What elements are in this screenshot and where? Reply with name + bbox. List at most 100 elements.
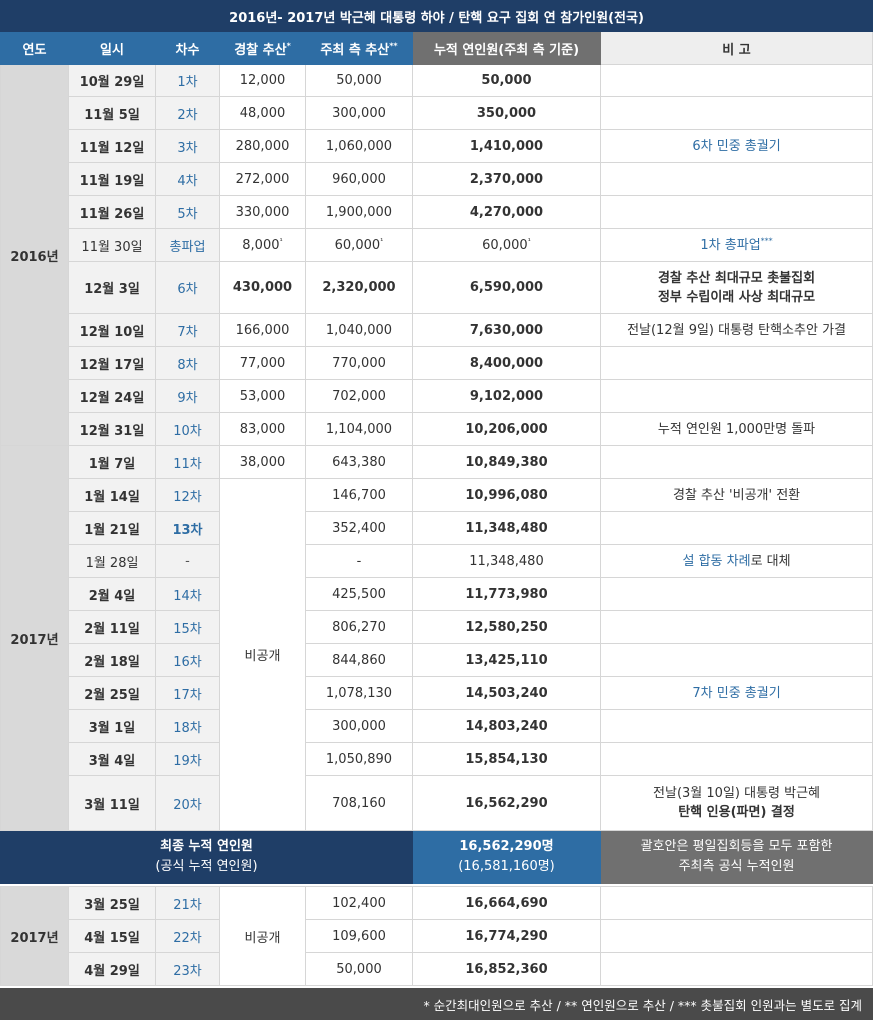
host-cell: 102,400: [305, 886, 413, 920]
host-cell: 60,000¹: [305, 228, 413, 262]
cumulative-cell: 2,370,000: [412, 162, 601, 196]
note-cell: [599, 346, 873, 380]
police-cell: 8,000¹: [219, 228, 306, 262]
note-cell: [599, 64, 873, 97]
total-note: 괄호안은 평일집회등을 모두 포함한 주최측 공식 누적인원: [599, 830, 873, 884]
cumulative-cell: 14,803,240: [412, 709, 601, 743]
date-cell: 3월 25일: [68, 886, 156, 920]
section-2017-post: 2017년 3월 25일 21차 비공개 102,400 16,664,690 4월 15일…: [0, 886, 873, 986]
host-cell: 708,160: [305, 775, 413, 831]
table-row: 12월 3일 6차 430,000 2,320,000 6,590,000 경찰 추산 최…: [1, 261, 873, 314]
order-cell: 1차: [155, 64, 220, 97]
cumulative-cell: 9,102,000: [412, 379, 601, 413]
table-row: 2월 18일 16차 844,860 13,425,110: [1, 643, 873, 677]
host-cell: 109,600: [305, 919, 413, 953]
cumulative-cell: 10,849,380: [412, 445, 601, 479]
host-cell: 1,900,000: [305, 195, 413, 229]
host-cell: 1,104,000: [305, 412, 413, 446]
cumulative-cell: 11,348,480: [412, 511, 601, 545]
order-cell: 9차: [155, 379, 220, 413]
section-2017: 2017년 1월 7일 11차 38,000 643,380 10,849,380 1월 1…: [0, 445, 873, 831]
table-row: 1월 28일 - -11,348,480 설 합동 차례로 대체: [1, 544, 873, 578]
cumulative-cell: 16,664,690: [412, 886, 601, 920]
cumulative-cell: 1,410,000: [412, 129, 601, 163]
host-cell: 806,270: [305, 610, 413, 644]
date-cell: 11월 5일: [68, 96, 156, 130]
date-cell: 3월 1일: [68, 709, 156, 743]
header-date: 일시: [68, 31, 156, 65]
police-cell: 430,000: [219, 261, 306, 314]
cumulative-cell: 13,425,110: [412, 643, 601, 677]
table-row: 2월 11일 15차 806,270 12,580,250: [1, 610, 873, 644]
order-cell: 20차: [155, 775, 220, 831]
cumulative-cell: 12,580,250: [412, 610, 601, 644]
date-cell: 1월 7일: [68, 445, 156, 479]
note-cell: 경찰 추산 '비공개' 전환: [599, 478, 873, 512]
date-cell: 12월 3일: [68, 261, 156, 314]
police-cell: 38,000: [219, 445, 306, 479]
order-cell: 12차: [155, 478, 220, 512]
header-year: 연도: [0, 31, 69, 65]
date-cell: 11월 26일: [68, 195, 156, 229]
note-cell: 경찰 추산 최대규모 촛불집회 정부 수립이래 사상 최대규모: [599, 261, 873, 314]
host-cell: 844,860: [305, 643, 413, 677]
table-row: 3월 4일 19차 1,050,890 15,854,130: [1, 742, 873, 776]
table-row: 11월 26일 5차 330,000 1,900,000 4,270,000: [1, 195, 873, 229]
cumulative-cell: 10,206,000: [412, 412, 601, 446]
date-cell: 2월 11일: [68, 610, 156, 644]
order-cell: 4차: [155, 162, 220, 196]
table-title: 2016년- 2017년 박근혜 대통령 하야 / 탄핵 요구 집회 연 참가인…: [0, 0, 873, 32]
host-cell: 1,078,130: [305, 676, 413, 710]
cumulative-cell: 16,852,360: [412, 952, 601, 986]
note-cell: 7차 민중 총궐기: [599, 676, 873, 710]
total-row: 최종 누적 연인원 (공식 누적 연인원) 16,562,290명 (16,58…: [0, 830, 873, 884]
host-cell: 643,380: [305, 445, 413, 479]
cumulative-cell: 11,348,480: [412, 544, 601, 578]
table-row: 2월 4일 14차 425,500 11,773,980: [1, 577, 873, 611]
note-cell: [599, 195, 873, 229]
note-cell: [599, 445, 873, 479]
order-cell: 7차: [155, 313, 220, 347]
year-cell: 2016년: [0, 64, 69, 446]
order-cell: 3차: [155, 129, 220, 163]
date-cell: 11월 19일: [68, 162, 156, 196]
note-cell: 6차 민중 총궐기: [599, 129, 873, 163]
order-cell: 16차: [155, 643, 220, 677]
note-cell: [599, 886, 873, 920]
host-cell: 702,000: [305, 379, 413, 413]
note-cell: [599, 952, 873, 986]
total-label: 최종 누적 연인원 (공식 누적 연인원): [0, 830, 413, 884]
title-row: 2016년- 2017년 박근혜 대통령 하야 / 탄핵 요구 집회 연 참가인…: [0, 0, 873, 32]
order-cell: 23차: [155, 952, 220, 986]
table-row: 12월 24일 9차 53,000 702,000 9,102,000: [1, 379, 873, 413]
note-cell: 누적 연인원 1,000만명 돌파: [599, 412, 873, 446]
police-cell: 280,000: [219, 129, 306, 163]
table-row: 2016년 10월 29일 1차 12,000 50,000 50,000: [0, 64, 873, 446]
table-row: 4월 29일 23차 50,000 16,852,360: [1, 952, 873, 986]
section-2016: 2016년 10월 29일 1차 12,000 50,000 50,000 11월 5일 2차…: [0, 64, 873, 446]
note-cell: 전날(12월 9일) 대통령 탄핵소추안 가결: [599, 313, 873, 347]
table-row: 1월 14일 12차 비공개 146,700 10,996,080 경찰 추산 '비공개'…: [1, 478, 873, 831]
header-host: 주최 측 추산**: [305, 31, 413, 65]
police-nondisclosed-cell: 비공개: [219, 478, 306, 831]
host-cell: 1,060,000: [305, 129, 413, 163]
note-cell: [599, 379, 873, 413]
table-row: 11월 19일 4차 272,000 960,000 2,370,000: [1, 162, 873, 196]
date-cell: 12월 17일: [68, 346, 156, 380]
police-cell: 330,000: [219, 195, 306, 229]
table-row: 12월 31일 10차 83,000 1,104,000 10,206,000 누적 연인…: [1, 412, 873, 446]
note-cell: [599, 577, 873, 611]
cumulative-cell: 6,590,000: [412, 261, 601, 314]
total-value: 16,562,290명 (16,581,160명): [412, 830, 601, 884]
note-cell: 설 합동 차례로 대체: [599, 544, 873, 578]
table-row: 3월 11일 20차 708,160 16,562,290 전날(3월 10일) 대통령…: [1, 775, 873, 831]
date-cell: 2월 18일: [68, 643, 156, 677]
date-cell: 3월 11일: [68, 775, 156, 831]
table-row: 2월 25일 17차 1,078,130 14,503,240 7차 민중 총궐기: [1, 676, 873, 710]
date-cell: 4월 29일: [68, 952, 156, 986]
table-row: 12월 10일 7차 166,000 1,040,000 7,630,000 전날(12월…: [1, 313, 873, 347]
date-cell: 11월 12일: [68, 129, 156, 163]
header-police: 경찰 추산*: [219, 31, 306, 65]
order-cell: 5차: [155, 195, 220, 229]
order-cell: 11차: [155, 445, 220, 479]
